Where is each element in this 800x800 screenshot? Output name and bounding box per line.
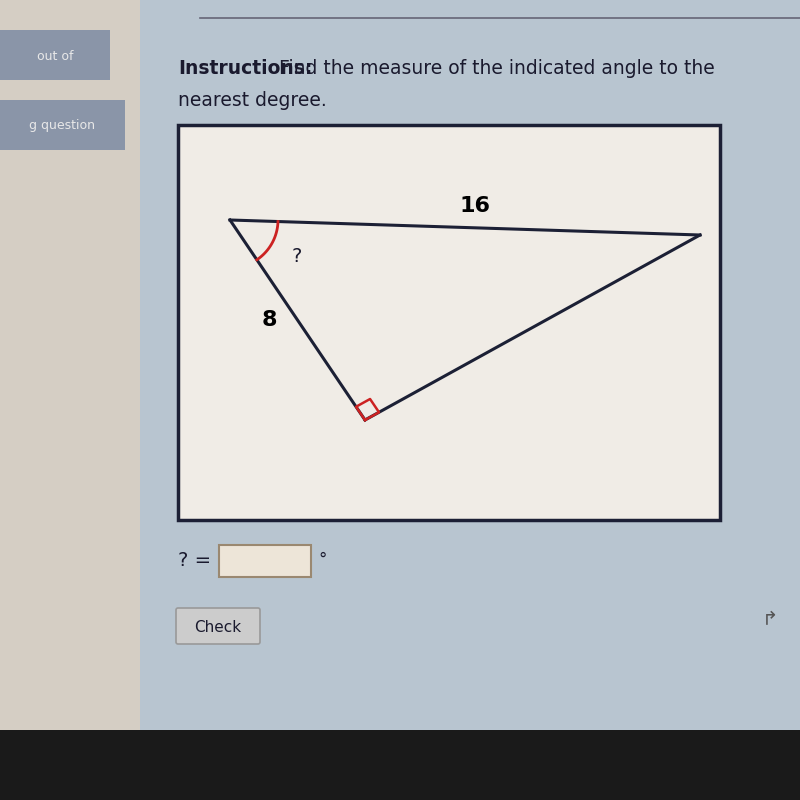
Text: out of: out of: [37, 50, 74, 63]
Text: Find the measure of the indicated angle to the: Find the measure of the indicated angle …: [273, 58, 714, 78]
Text: Instructions:: Instructions:: [178, 58, 312, 78]
Bar: [0, 30, 110, 80]
FancyBboxPatch shape: [219, 545, 311, 577]
Bar: [140, 0, 800, 800]
Text: Check: Check: [194, 619, 242, 634]
Text: nearest degree.: nearest degree.: [178, 90, 326, 110]
Text: 8: 8: [262, 310, 278, 330]
Text: °: °: [318, 551, 326, 569]
Text: g question: g question: [29, 119, 95, 133]
Bar: [0, 730, 800, 800]
Bar: [178, 125, 720, 520]
Bar: [0, 100, 125, 150]
Text: ? =: ? =: [178, 550, 211, 570]
Bar: [0, 0, 140, 800]
FancyBboxPatch shape: [176, 608, 260, 644]
Text: 16: 16: [459, 195, 490, 215]
Text: ?: ?: [291, 247, 302, 266]
Text: ↱: ↱: [762, 610, 778, 630]
